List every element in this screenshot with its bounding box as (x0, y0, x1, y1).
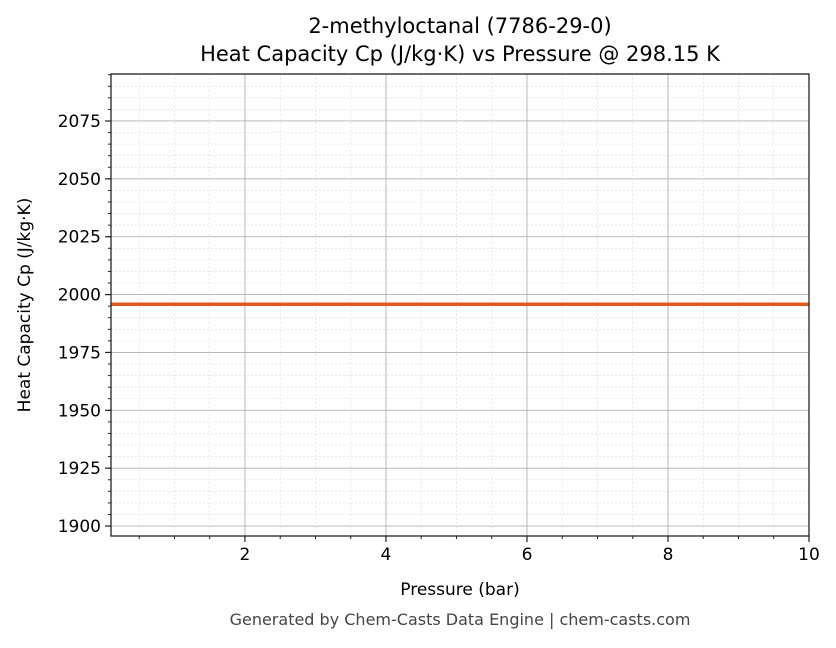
y-tick-label: 1925 (58, 459, 101, 479)
y-tick-label: 2025 (58, 228, 101, 248)
plot-frame (110, 73, 810, 537)
y-tick-label: 2050 (58, 170, 101, 190)
chart-subtitle: Heat Capacity Cp (J/kg·K) vs Pressure @ … (200, 42, 721, 66)
y-tick-label: 2075 (58, 112, 101, 132)
footer: Generated by Chem-Casts Data Engine | ch… (230, 610, 691, 629)
x-tick-label: 6 (522, 545, 533, 565)
y-axis-label: Heat Capacity Cp (J/kg·K) (15, 198, 35, 413)
grid (111, 74, 810, 536)
y-tick-label: 1975 (58, 343, 101, 363)
x-axis-label: Pressure (bar) (400, 580, 519, 600)
x-tick-label: 4 (381, 545, 392, 565)
x-tick-label: 2 (240, 545, 251, 565)
y-tick-label: 1900 (58, 517, 101, 537)
chart-title: 2-methyloctanal (7786-29-0) (308, 14, 611, 38)
y-tick-label: 2000 (58, 286, 101, 306)
x-tick-label: 10 (798, 545, 820, 565)
y-tick-label: 1950 (58, 401, 101, 421)
ticks: 2 4 6 8 10 1900 1925 1950 1975 2000 2025 2050 2075 (58, 74, 820, 565)
x-tick-label: 8 (663, 545, 674, 565)
